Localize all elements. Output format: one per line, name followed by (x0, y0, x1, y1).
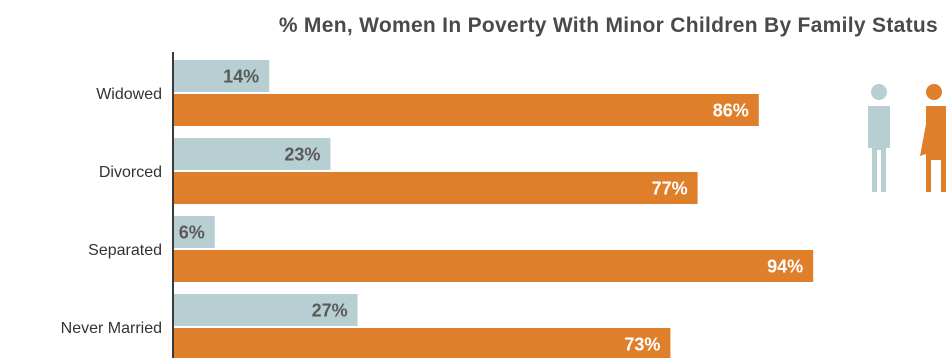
bar-woman-0 (174, 94, 759, 126)
data-label-woman-3: 73% (624, 335, 660, 355)
category-labels: Widowed Divorced Separated Never Married (61, 86, 162, 337)
data-label-woman-0: 86% (713, 101, 749, 121)
category-label-0: Widowed (96, 86, 162, 103)
data-label-woman-1: 77% (652, 179, 688, 199)
woman-icon (920, 84, 946, 192)
legend-icons (868, 84, 946, 192)
data-label-man-3: 27% (312, 301, 348, 321)
chart-title: % Men, Women In Poverty With Minor Child… (278, 14, 938, 37)
bar-man-2 (174, 216, 215, 248)
data-label-man-1: 23% (284, 145, 320, 165)
category-label-2: Separated (88, 242, 162, 259)
category-label-1: Divorced (99, 164, 162, 181)
bar-woman-1 (174, 172, 698, 204)
category-label-3: Never Married (61, 320, 162, 337)
bar-man-0 (174, 60, 270, 92)
data-label-man-2: 6% (179, 223, 205, 243)
data-label-woman-2: 94% (767, 257, 803, 277)
bar-woman-3 (174, 328, 671, 358)
man-icon (868, 84, 890, 192)
data-label-man-0: 14% (223, 67, 259, 87)
bar-man-3 (174, 294, 358, 326)
bars-group: 14% 86% 23% 77% 6% 94% 27% 73% (174, 60, 814, 358)
bar-woman-2 (174, 250, 814, 282)
bar-man-1 (174, 138, 331, 170)
